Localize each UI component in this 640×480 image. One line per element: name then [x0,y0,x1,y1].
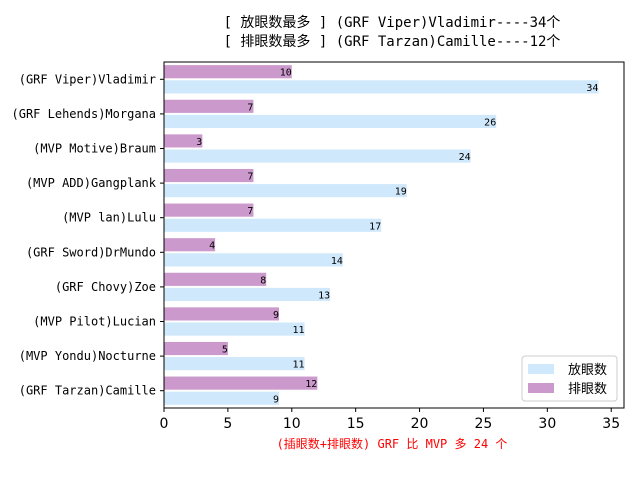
bar-放眼数 [164,218,382,232]
bar-放眼数 [164,114,497,129]
value-label: 7 [247,206,253,217]
bar-排眼数 [164,238,216,252]
value-label: 7 [247,102,253,113]
bar-排眼数 [164,376,318,390]
bar-放眼数 [164,391,279,405]
category-label: (GRF Chovy)Zoe [55,280,156,294]
title-line: [ 排眼数最多 ] (GRF Tarzan)Camille----12个 [224,33,561,50]
bar-排眼数 [164,341,228,356]
bar-排眼数 [164,272,267,286]
value-label: 8 [260,275,266,286]
legend-entry: 排眼数 [568,382,607,397]
value-label: 9 [273,310,279,321]
bar-放眼数 [164,80,599,94]
category-label: (MVP Yondu)Nocturne [19,349,156,363]
value-label: 4 [209,241,215,252]
legend-swatch [528,383,554,393]
x-tick-label: 5 [223,416,232,432]
value-label: 9 [273,394,279,405]
bar-放眼数 [164,149,471,163]
value-label: 17 [369,221,381,232]
plot-frame [163,61,625,409]
category-label: (GRF Viper)Vladimir [19,72,156,86]
x-axis-label: (插眼数+排眼数) GRF 比 MVP 多 24 个 [277,436,508,451]
category-labels: (GRF Viper)Vladimir (GRF Lehends)Morgana (… [12,72,164,398]
bar-放眼数 [164,322,305,336]
value-label: 10 [280,68,292,79]
chart-title: [ 放眼数最多 ] (GRF Viper)Vladimir----34个 [ 排眼… [224,14,561,50]
value-label: 14 [331,256,343,267]
x-tick-label: 30 [538,416,556,432]
value-label: 13 [318,290,330,301]
title-line: [ 放眼数最多 ] (GRF Viper)Vladimir----34个 [224,14,561,31]
value-label: 19 [395,187,407,198]
value-label: 34 [586,83,598,94]
value-label: 5 [222,345,228,356]
category-label: (MVP Pilot)Lucian [33,315,156,329]
value-label: 3 [196,137,202,148]
category-label: (GRF Sword)DrMundo [26,245,156,259]
x-tick-label: 20 [411,416,429,432]
bar-放眼数 [164,357,305,371]
category-label: (GRF Tarzan)Camille [19,384,156,398]
category-label: (GRF Lehends)Morgana [12,107,157,121]
bar-放眼数 [164,287,331,302]
category-label: (MVP ADD)Gangplank [26,176,157,190]
x-tick-label: 10 [283,416,301,432]
x-tick-label: 35 [602,416,620,432]
bar-排眼数 [164,307,279,321]
legend-entry: 放眼数 [568,363,607,378]
value-label: 7 [247,172,253,183]
value-label: 11 [293,325,305,336]
bar-排眼数 [164,168,254,183]
category-label: (MVP Motive)Braum [33,142,156,156]
x-tick-label: 25 [475,416,493,432]
bar-排眼数 [164,65,292,79]
bar-排眼数 [164,134,203,148]
axes [163,61,625,409]
x-tick-label: 0 [160,416,169,432]
category-label: (MVP lan)Lulu [62,211,156,225]
legend-swatch [528,364,554,374]
value-label: 11 [293,360,305,371]
bar-排眼数 [164,99,254,113]
bar-放眼数 [164,184,407,198]
x-ticks: 0 5 10 15 20 25 30 35 [160,408,620,432]
value-label: 24 [459,152,471,163]
x-tick-label: 15 [347,416,365,432]
bar-排眼数 [164,203,254,217]
value-label: 12 [305,379,317,390]
value-label: 26 [484,117,496,128]
bar-放眼数 [164,253,343,267]
